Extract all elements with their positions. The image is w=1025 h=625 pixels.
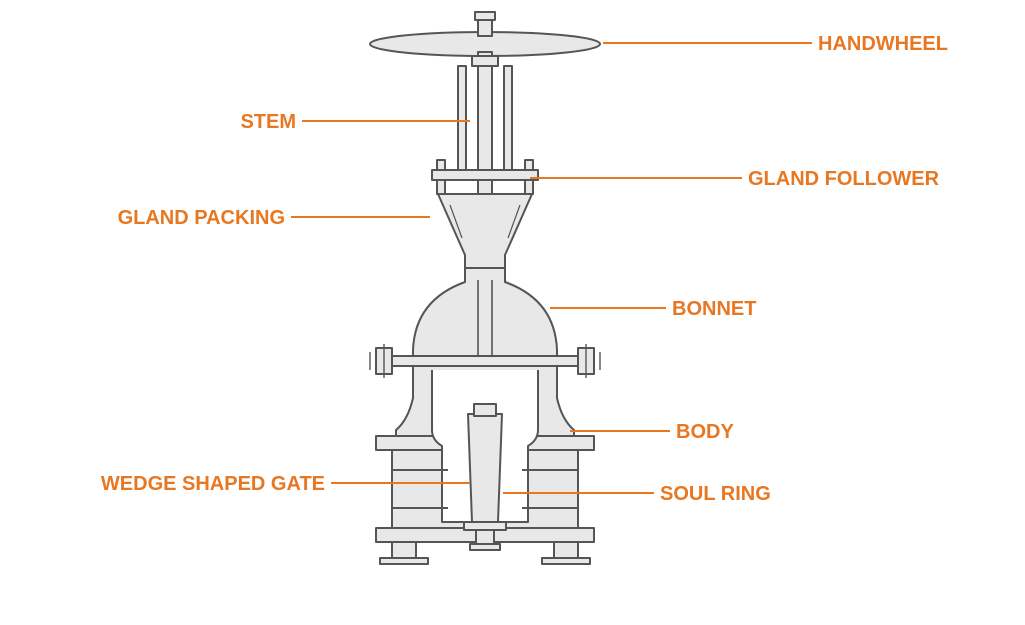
label-gland-follower: GLAND FOLLOWER [748,168,940,190]
valve-bonnet [413,268,557,358]
valve-wedge-gate [468,404,502,522]
label-handwheel: HANDWHEEL [818,33,948,55]
label-stem: STEM [240,111,296,133]
valve-drawing [370,12,600,564]
valve-handwheel [370,12,600,56]
valve-gland-packing [438,194,532,268]
label-wedge-shaped-gate: WEDGE SHAPED GATE [101,473,325,495]
label-gland-packing: GLAND PACKING [118,207,285,229]
label-body: BODY [676,421,734,443]
gate-valve-diagram: HANDWHEEL GLAND FOLLOWER BONNET BODY SOU… [0,0,1025,625]
label-soul-ring: SOUL RING [660,483,771,505]
label-bonnet: BONNET [672,298,756,320]
